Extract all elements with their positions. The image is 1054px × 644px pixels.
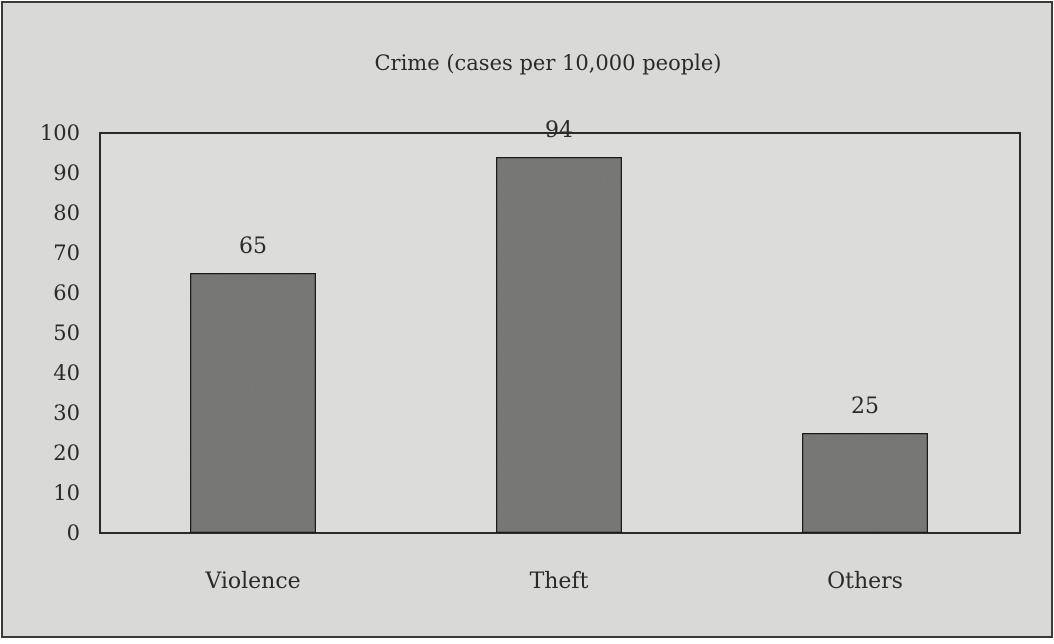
y-tick-label: 50 bbox=[53, 321, 80, 345]
y-tick-label: 20 bbox=[53, 441, 80, 465]
y-axis: 0 10 20 30 40 50 60 70 80 90 100 bbox=[40, 121, 80, 545]
y-tick-label: 40 bbox=[53, 361, 80, 385]
data-labels: 65 94 25 bbox=[239, 118, 879, 419]
data-label-theft: 94 bbox=[545, 118, 573, 143]
x-axis: Violence Theft Others bbox=[204, 569, 903, 594]
bar-others bbox=[800, 431, 930, 535]
y-tick-label: 80 bbox=[53, 201, 80, 225]
bar-violence bbox=[188, 271, 318, 535]
y-tick-label: 10 bbox=[53, 481, 80, 505]
bar-theft bbox=[494, 155, 624, 535]
x-category-label: Others bbox=[827, 569, 903, 594]
x-category-label: Theft bbox=[530, 569, 589, 594]
data-label-violence: 65 bbox=[239, 234, 267, 259]
y-tick-label: 30 bbox=[53, 401, 80, 425]
x-category-label: Violence bbox=[204, 569, 300, 594]
y-tick-label: 100 bbox=[40, 121, 80, 145]
chart-title: Crime (cases per 10,000 people) bbox=[374, 51, 721, 75]
y-tick-label: 90 bbox=[53, 161, 80, 185]
y-tick-label: 70 bbox=[53, 241, 80, 265]
y-tick-label: 60 bbox=[53, 281, 80, 305]
bars bbox=[188, 155, 930, 535]
data-label-others: 25 bbox=[851, 394, 879, 419]
y-tick-label: 0 bbox=[67, 521, 80, 545]
